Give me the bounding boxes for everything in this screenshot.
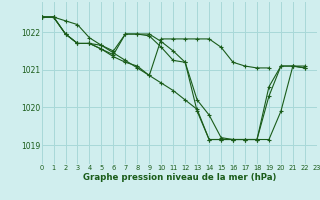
X-axis label: Graphe pression niveau de la mer (hPa): Graphe pression niveau de la mer (hPa)	[83, 173, 276, 182]
